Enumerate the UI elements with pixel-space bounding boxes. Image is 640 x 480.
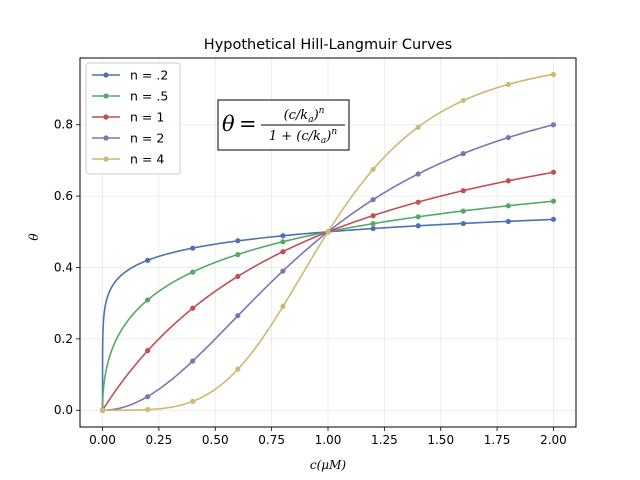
data-point xyxy=(370,166,376,172)
legend-label: n = .5 xyxy=(130,89,168,104)
data-point xyxy=(280,239,286,245)
y-axis-label: θ xyxy=(27,233,41,241)
x-tick-label: 1.50 xyxy=(427,433,454,447)
legend-marker xyxy=(103,93,109,99)
data-point xyxy=(280,249,286,255)
data-point xyxy=(190,398,196,404)
data-point xyxy=(190,269,196,275)
data-point xyxy=(190,358,196,364)
y-axis: 0.0 0.2 0.4 0.6 0.8 xyxy=(54,118,80,417)
x-tick-label: 1.75 xyxy=(484,433,511,447)
data-point xyxy=(550,198,557,204)
data-point xyxy=(505,178,511,184)
data-point xyxy=(460,208,466,214)
data-point xyxy=(460,220,466,227)
data-point xyxy=(145,348,151,354)
legend-frame xyxy=(85,62,181,175)
data-point xyxy=(145,257,151,263)
data-point xyxy=(550,216,557,222)
data-point xyxy=(415,124,421,130)
y-tick-label: 0.4 xyxy=(54,260,73,274)
data-point xyxy=(415,199,421,205)
legend-marker xyxy=(103,156,109,162)
data-point xyxy=(550,122,557,128)
formula-numerator: (c/ka)n xyxy=(284,106,325,125)
x-tick-label: 0.25 xyxy=(146,433,173,447)
data-point xyxy=(235,366,241,372)
data-point xyxy=(280,303,286,309)
y-tick-label: 0.8 xyxy=(54,118,73,132)
data-point xyxy=(190,305,196,311)
data-point xyxy=(505,218,511,225)
data-point xyxy=(235,238,241,244)
legend-label: n = 4 xyxy=(130,152,164,167)
data-point xyxy=(145,406,151,413)
series-line xyxy=(101,171,554,412)
x-axis-label: c(μM) xyxy=(310,458,346,472)
legend-marker xyxy=(103,114,109,120)
data-point xyxy=(370,225,376,232)
data-point xyxy=(415,223,421,229)
series-line xyxy=(101,218,554,411)
x-tick-label: 1.00 xyxy=(315,433,342,447)
legend-label: n = 2 xyxy=(130,131,164,146)
series-line xyxy=(101,200,554,411)
chart-title: Hypothetical Hill-Langmuir Curves xyxy=(204,37,452,53)
data-point xyxy=(505,81,511,88)
series-line xyxy=(102,73,554,412)
legend-label: n = 1 xyxy=(130,110,164,125)
formula-annotation: θ = (c/ka)n 1 + (c/ka)n xyxy=(217,99,350,151)
series-1 xyxy=(99,198,557,413)
formula-lhs: θ xyxy=(222,112,235,136)
x-tick-label: 0.50 xyxy=(202,433,229,447)
series-4 xyxy=(99,71,557,413)
data-point xyxy=(415,171,421,177)
legend-marker xyxy=(103,72,109,78)
data-point xyxy=(235,252,241,258)
data-point xyxy=(460,97,466,104)
data-point xyxy=(460,188,466,194)
series-group xyxy=(99,71,557,413)
data-point xyxy=(370,220,376,227)
x-tick-label: 0.00 xyxy=(89,433,116,447)
data-point xyxy=(235,273,241,280)
data-point xyxy=(550,71,557,78)
data-point xyxy=(505,203,511,209)
data-point xyxy=(325,229,331,235)
data-point xyxy=(280,268,286,274)
data-point xyxy=(370,213,376,219)
data-point xyxy=(145,394,151,400)
legend-marker xyxy=(103,135,109,141)
data-point xyxy=(505,134,511,141)
data-point xyxy=(99,407,106,413)
x-tick-label: 1.25 xyxy=(371,433,398,447)
data-point xyxy=(370,197,376,203)
data-point xyxy=(550,169,557,175)
formula-equals: = xyxy=(239,112,257,136)
series-2 xyxy=(99,169,557,413)
x-tick-label: 0.75 xyxy=(258,433,285,447)
x-axis: 0.00 0.25 0.50 0.75 1.00 1.25 1.50 1.75 2.00 xyxy=(89,427,567,447)
data-point xyxy=(280,233,286,239)
data-point xyxy=(235,313,241,319)
data-point xyxy=(415,214,421,220)
x-tick-label: 2.00 xyxy=(540,433,567,447)
data-point xyxy=(145,297,151,303)
y-tick-label: 0.6 xyxy=(54,189,73,203)
y-tick-label: 0.0 xyxy=(54,403,73,417)
y-tick-label: 0.2 xyxy=(54,332,73,346)
legend: n = .2 n = .5 n = 1 n = 2 n = 4 xyxy=(85,62,181,175)
legend-label: n = .2 xyxy=(130,68,168,83)
formula-denominator: 1 + (c/ka)n xyxy=(269,127,338,146)
data-point xyxy=(190,245,196,251)
data-point xyxy=(460,151,466,157)
